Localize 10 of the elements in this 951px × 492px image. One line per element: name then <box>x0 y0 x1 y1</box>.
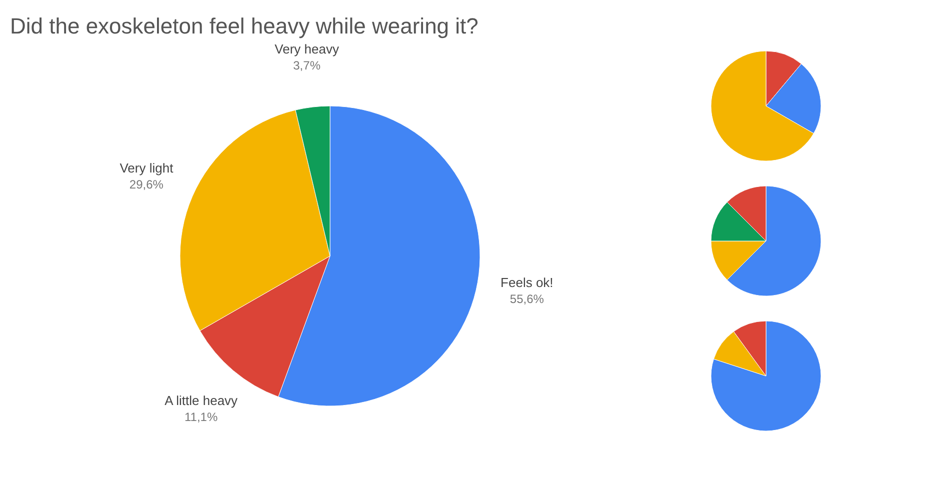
data-label: 11,1% <box>184 410 218 424</box>
slice-label: Very heavy <box>274 41 340 56</box>
data-label: 29,6% <box>129 178 164 192</box>
slice-label: A little heavy <box>164 392 238 408</box>
slice-label: Feels ok! <box>500 275 554 290</box>
data-label: 55,6% <box>510 292 544 306</box>
data-label: 3,7% <box>293 58 321 72</box>
slice-label: Very light <box>120 160 174 176</box>
pie-slice <box>710 320 822 432</box>
chart-title: Did the exoskeleton feel heavy while wearing it? <box>10 13 478 38</box>
